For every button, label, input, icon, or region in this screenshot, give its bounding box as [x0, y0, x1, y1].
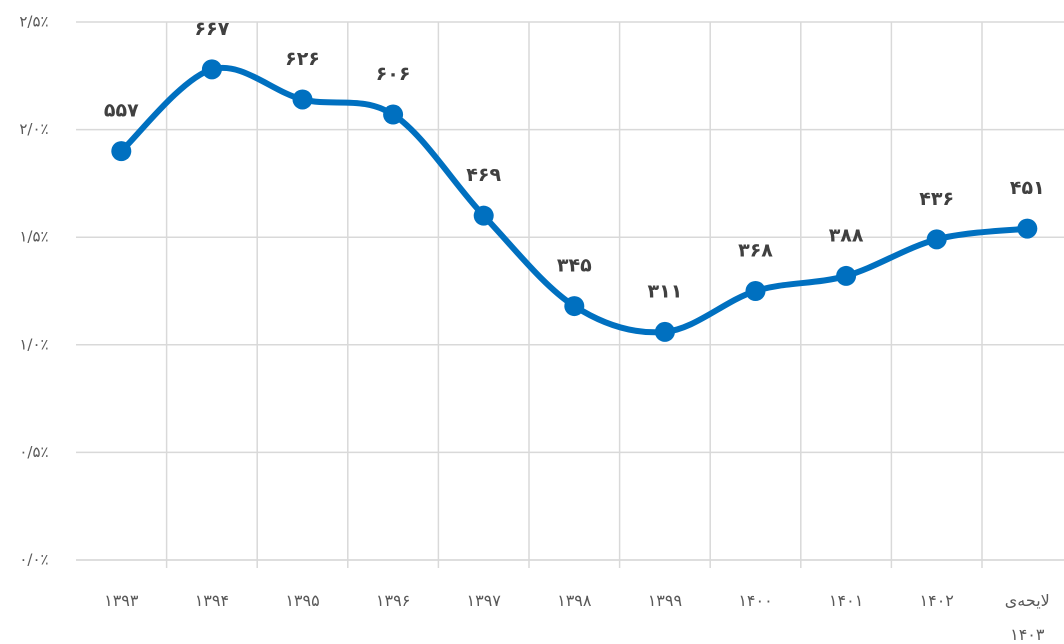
marker	[201, 59, 222, 80]
y-tick-label: ۱/۰٪	[19, 335, 48, 353]
x-tick-label: ۱۴۰۰	[738, 591, 773, 610]
x-tick-label: ۱۳۹۸	[557, 591, 592, 610]
x-tick-label: لایحه‌ی ۱۴۰۳	[1004, 591, 1050, 644]
y-tick-label: ۲/۵٪	[19, 13, 48, 31]
x-tick-label: ۱۳۹۵	[285, 591, 320, 610]
data-label: ۶۲۶	[285, 48, 320, 70]
data-label: ۵۵۷	[104, 100, 139, 122]
x-tick-label: ۱۴۰۲	[919, 591, 954, 610]
y-tick-label: ۱/۵٪	[19, 228, 48, 246]
y-tick-label: ۰/۵٪	[19, 443, 48, 461]
data-label: ۳۴۵	[557, 255, 592, 277]
marker	[473, 205, 494, 226]
marker	[926, 229, 947, 250]
marker	[292, 89, 313, 110]
marker	[1017, 218, 1038, 239]
data-label: ۳۸۸	[829, 224, 864, 246]
data-label: ۴۳۶	[919, 188, 954, 210]
line	[118, 64, 1031, 336]
marker	[111, 141, 132, 162]
x-tick-label: ۱۴۰۱	[828, 591, 864, 610]
x-tick-label: ۱۳۹۶	[375, 591, 411, 610]
x-tick-label: ۱۳۹۹	[647, 591, 683, 610]
marker	[383, 104, 404, 125]
data-label: ۶۰۶	[376, 63, 411, 85]
data-label: ۴۶۹	[466, 164, 501, 186]
x-tick-label: ۱۳۹۷	[466, 591, 501, 610]
data-label: ۶۶۷	[195, 18, 230, 40]
data-label: ۳۱۱	[648, 280, 683, 302]
x-tick-label: ۱۳۹۴	[194, 591, 230, 610]
data-label: ۳۶۸	[738, 240, 773, 262]
marker	[564, 296, 585, 317]
marker	[654, 321, 675, 342]
marker	[745, 281, 766, 301]
y-tick-label: ۲/۰٪	[19, 120, 48, 138]
data-label: ۴۵۱	[1010, 177, 1045, 199]
marker	[836, 265, 857, 286]
y-tick-label: ۰/۰٪	[19, 551, 48, 569]
x-tick-label: ۱۳۹۳	[104, 591, 139, 610]
